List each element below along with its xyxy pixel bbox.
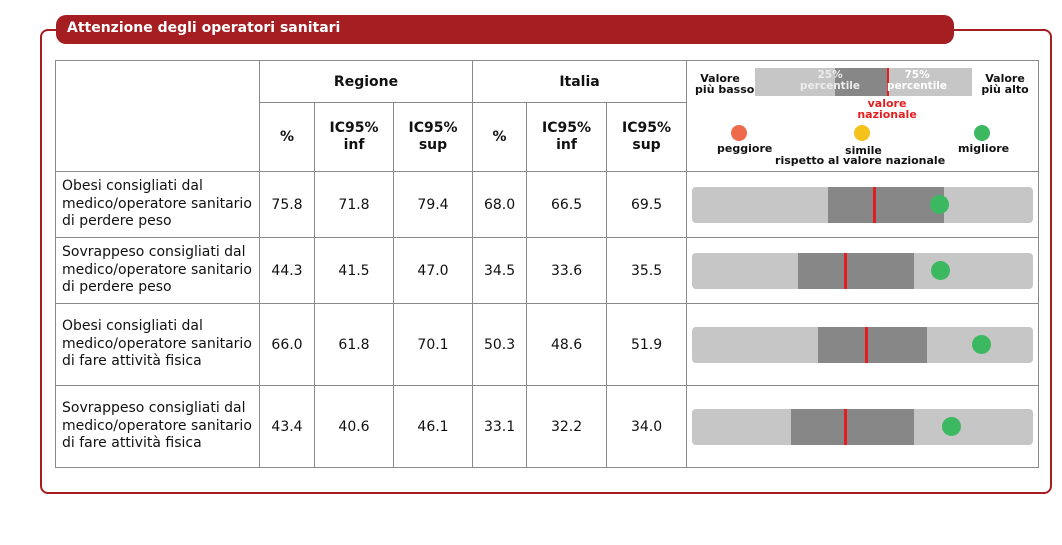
reg-inf: 71.8 <box>314 171 394 238</box>
comparison-bar-cell <box>686 303 1040 386</box>
reg-sup: 79.4 <box>392 171 474 238</box>
legend-p75: 75% percentile <box>887 69 948 92</box>
interquartile-box <box>828 186 945 223</box>
section-title-bar: Attenzione degli operatori sanitari <box>56 15 954 44</box>
ita-sup: 69.5 <box>606 171 688 238</box>
table-row: Sovrappeso consigliati dal medico/operat… <box>55 237 1040 304</box>
reg-inf: 61.8 <box>314 303 394 386</box>
national-value-marker <box>873 186 877 223</box>
section-title: Attenzione degli operatori sanitari <box>67 20 341 36</box>
ita-inf: 32.2 <box>526 385 608 468</box>
legend-national: valore nazionale <box>857 97 917 121</box>
indicators-table: Regione Italia Valore più basso 25% percen… <box>55 60 1040 468</box>
interquartile-box <box>790 408 914 445</box>
legend-cell: Valore più basso 25% percentile 75% percent… <box>686 60 1040 172</box>
regional-value-dot <box>972 335 992 354</box>
header-regione: Regione <box>258 60 474 103</box>
regional-value-dot <box>941 417 961 436</box>
legend-similar-dot <box>854 125 871 141</box>
range-bar <box>692 408 1034 445</box>
range-bar <box>692 252 1034 289</box>
table-row: Sovrappeso consigliati dal medico/operat… <box>55 385 1040 468</box>
reg-pct: 43.4 <box>259 385 315 468</box>
table-row: Obesi consigliati dal medico/operatore s… <box>55 171 1040 238</box>
legend-worse-label: peggiore <box>717 142 773 155</box>
header-reg-inf: IC95% inf <box>314 102 394 172</box>
ita-sup: 51.9 <box>606 303 688 386</box>
ita-pct: 34.5 <box>472 237 528 304</box>
reg-sup: 46.1 <box>392 385 474 468</box>
header-ita-inf: IC95% inf <box>526 102 608 172</box>
legend-better-dot <box>974 125 991 141</box>
interquartile-box <box>818 326 928 363</box>
legend-national-line <box>887 68 890 96</box>
legend-iqr-box <box>835 68 889 96</box>
legend-worse-dot <box>731 125 748 141</box>
comparison-bar-cell <box>686 385 1040 468</box>
ita-sup: 34.0 <box>606 385 688 468</box>
national-value-marker <box>864 326 868 363</box>
national-value-marker <box>844 252 848 289</box>
legend-similar-label: simile <box>845 144 882 157</box>
ita-inf: 33.6 <box>526 237 608 304</box>
ita-inf: 48.6 <box>526 303 608 386</box>
table-row: Obesi consigliati dal medico/operatore s… <box>55 303 1040 386</box>
legend-p25: 25% percentile <box>800 69 861 92</box>
ita-inf: 66.5 <box>526 171 608 238</box>
legend-better-label: migliore <box>958 142 1010 155</box>
reg-pct: 66.0 <box>259 303 315 386</box>
legend-caption: rispetto al valore nazionale <box>775 154 946 167</box>
regional-value-dot <box>929 195 949 214</box>
reg-sup: 70.1 <box>392 303 474 386</box>
reg-inf: 41.5 <box>314 237 394 304</box>
reg-inf: 40.6 <box>314 385 394 468</box>
reg-pct: 75.8 <box>259 171 315 238</box>
ita-pct: 33.1 <box>472 385 528 468</box>
legend-percentile-strip: 25% percentile 75% percentile <box>755 68 973 96</box>
row-label: Sovrappeso consigliati dal medico/operat… <box>55 385 260 468</box>
comparison-bar-cell <box>686 171 1040 238</box>
header-reg-sup: IC95% sup <box>392 102 474 172</box>
header-ita-pct: % <box>472 102 528 172</box>
range-bar <box>692 326 1034 363</box>
legend-high: Valore più alto <box>981 72 1029 96</box>
reg-sup: 47.0 <box>392 237 474 304</box>
header-empty-cell <box>55 60 260 172</box>
header-reg-pct: % <box>259 102 315 172</box>
regional-value-dot <box>931 261 951 280</box>
comparison-bar-cell <box>686 237 1040 304</box>
row-label: Obesi consigliati dal medico/operatore s… <box>55 171 260 238</box>
ita-sup: 35.5 <box>606 237 688 304</box>
range-bar <box>692 186 1034 223</box>
header-italia: Italia <box>472 60 688 103</box>
row-label: Obesi consigliati dal medico/operatore s… <box>55 303 260 386</box>
legend-low: Valore più basso <box>695 72 755 96</box>
row-label: Sovrappeso consigliati dal medico/operat… <box>55 237 260 304</box>
ita-pct: 50.3 <box>472 303 528 386</box>
header-ita-sup: IC95% sup <box>606 102 688 172</box>
interquartile-box <box>797 252 914 289</box>
national-value-marker <box>844 408 848 445</box>
ita-pct: 68.0 <box>472 171 528 238</box>
reg-pct: 44.3 <box>259 237 315 304</box>
